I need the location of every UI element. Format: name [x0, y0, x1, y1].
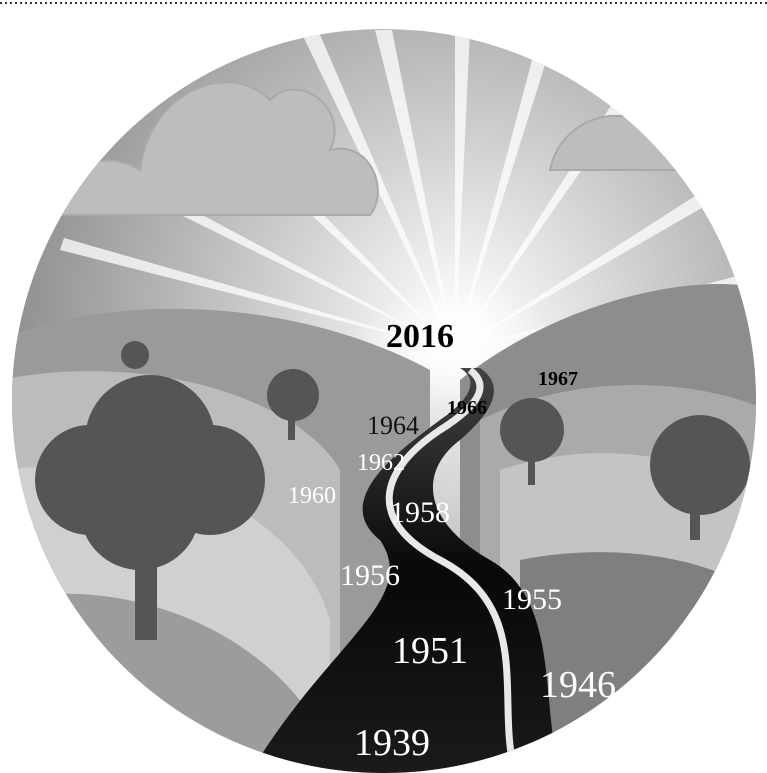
year-label: 1951: [392, 630, 468, 672]
year-label: 1955: [502, 583, 562, 616]
year-label: 2016: [386, 318, 454, 355]
page: {"labels": ["2016", "1967", "1966", "196…: [0, 0, 767, 773]
year-label: 1958: [390, 496, 450, 529]
year-label: 1964: [367, 411, 419, 440]
year-label: 1960: [288, 483, 336, 509]
year-label: 1939: [354, 722, 430, 764]
year-label: 1967: [538, 368, 578, 390]
landscape: [0, 0, 767, 773]
year-label: 1946: [540, 664, 616, 706]
year-label: 1966: [447, 397, 487, 419]
year-label: 1956: [340, 559, 400, 592]
illustration: 2016 1967 1966 1964 1962 1960 1958 1956 …: [0, 0, 767, 773]
year-label: 1962: [357, 450, 405, 476]
